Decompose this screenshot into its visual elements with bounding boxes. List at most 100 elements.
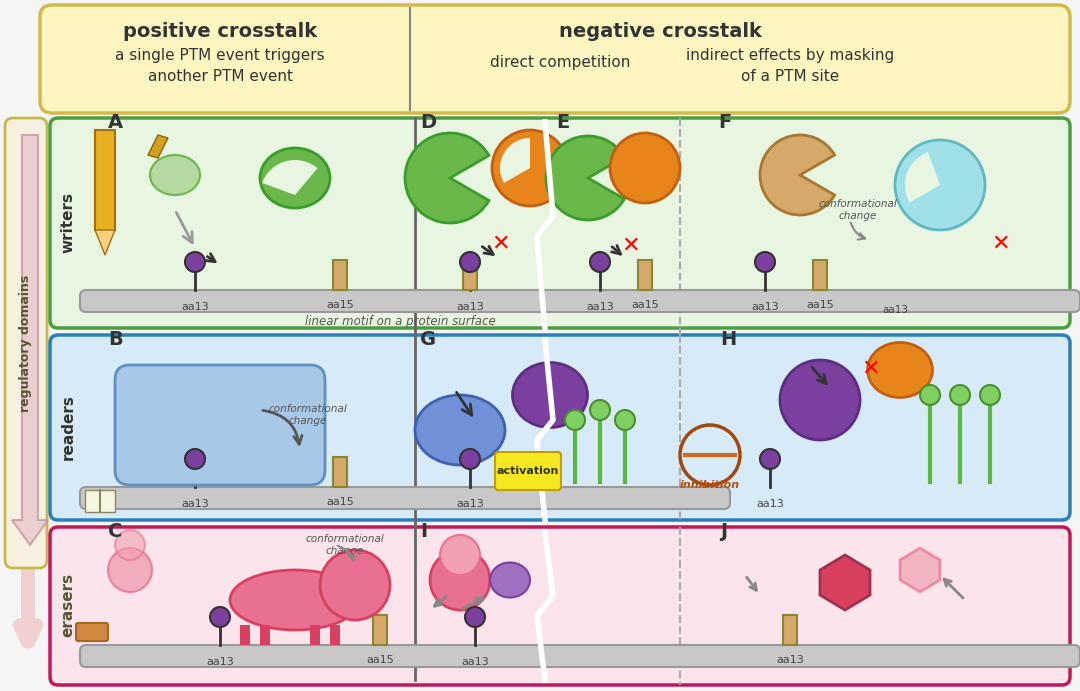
Text: aa13: aa13	[461, 657, 489, 667]
Ellipse shape	[260, 148, 330, 208]
Text: aa15: aa15	[326, 497, 354, 507]
Bar	[373, 615, 387, 645]
Text: aa13: aa13	[456, 302, 484, 312]
Wedge shape	[546, 136, 624, 220]
FancyBboxPatch shape	[80, 645, 1080, 667]
Text: aa13: aa13	[181, 499, 208, 509]
Text: regulatory domains: regulatory domains	[19, 274, 32, 412]
Circle shape	[114, 530, 145, 560]
Circle shape	[950, 385, 970, 405]
FancyBboxPatch shape	[50, 118, 1070, 328]
Wedge shape	[405, 133, 489, 223]
Bar	[310, 625, 320, 645]
Text: activation: activation	[497, 466, 559, 476]
Ellipse shape	[230, 570, 360, 630]
Circle shape	[895, 140, 985, 230]
Ellipse shape	[513, 363, 588, 428]
Wedge shape	[760, 135, 835, 215]
Circle shape	[760, 449, 780, 469]
Bar	[783, 615, 797, 645]
Circle shape	[492, 130, 568, 206]
Circle shape	[780, 360, 860, 440]
Circle shape	[615, 410, 635, 430]
Circle shape	[108, 548, 152, 592]
Text: aa15: aa15	[806, 300, 834, 310]
Polygon shape	[900, 548, 940, 592]
Circle shape	[185, 252, 205, 272]
Circle shape	[460, 449, 480, 469]
Text: aa13: aa13	[456, 499, 484, 509]
Text: indirect effects by masking
of a PTM site: indirect effects by masking of a PTM sit…	[686, 48, 894, 84]
FancyBboxPatch shape	[50, 335, 1070, 520]
Bar	[85, 490, 114, 512]
Text: F: F	[718, 113, 731, 132]
Text: writers: writers	[60, 191, 76, 252]
Circle shape	[320, 550, 390, 620]
Bar	[240, 625, 249, 645]
Wedge shape	[905, 152, 940, 202]
Circle shape	[185, 449, 205, 469]
Text: linear motif on a protein surface: linear motif on a protein surface	[305, 315, 496, 328]
Circle shape	[565, 410, 585, 430]
Ellipse shape	[150, 155, 200, 195]
Text: positive crosstalk: positive crosstalk	[123, 22, 318, 41]
Text: I: I	[420, 522, 427, 541]
Text: direct competition: direct competition	[490, 55, 631, 70]
FancyBboxPatch shape	[114, 365, 325, 485]
FancyBboxPatch shape	[80, 487, 730, 509]
Text: aa13: aa13	[206, 657, 234, 667]
Ellipse shape	[415, 395, 505, 465]
Bar	[333, 260, 347, 290]
Text: conformational
change: conformational change	[819, 199, 897, 221]
Bar	[813, 260, 827, 290]
Text: ✕: ✕	[990, 234, 1010, 254]
Bar	[333, 457, 347, 487]
FancyBboxPatch shape	[495, 452, 561, 490]
Text: aa15: aa15	[631, 300, 659, 310]
FancyBboxPatch shape	[5, 118, 48, 568]
Text: J: J	[720, 522, 727, 541]
Text: conformational
change: conformational change	[269, 404, 348, 426]
Bar	[330, 625, 340, 645]
Text: aa13: aa13	[181, 302, 208, 312]
Circle shape	[755, 252, 775, 272]
Circle shape	[460, 252, 480, 272]
Circle shape	[210, 607, 230, 627]
FancyBboxPatch shape	[76, 623, 108, 641]
FancyBboxPatch shape	[80, 290, 1080, 312]
Circle shape	[610, 133, 680, 203]
Bar	[260, 625, 270, 645]
Wedge shape	[262, 160, 318, 195]
Text: B: B	[108, 330, 123, 349]
Circle shape	[430, 550, 490, 610]
Text: aa13: aa13	[777, 655, 804, 665]
Text: E: E	[556, 113, 569, 132]
Polygon shape	[12, 135, 48, 545]
Text: erasers: erasers	[60, 573, 76, 637]
Text: aa15: aa15	[366, 655, 394, 665]
Text: ✕: ✕	[621, 236, 639, 256]
Text: ✕: ✕	[490, 234, 510, 254]
Text: aa13: aa13	[586, 302, 613, 312]
Text: G: G	[420, 330, 436, 349]
Text: C: C	[108, 522, 122, 541]
Text: inhibition: inhibition	[680, 480, 740, 490]
Circle shape	[465, 607, 485, 627]
Text: H: H	[720, 330, 737, 349]
Text: D: D	[420, 113, 436, 132]
Text: aa13: aa13	[756, 499, 784, 509]
Circle shape	[980, 385, 1000, 405]
Polygon shape	[148, 135, 168, 158]
Circle shape	[590, 400, 610, 420]
Circle shape	[920, 385, 940, 405]
Polygon shape	[95, 130, 114, 240]
Circle shape	[590, 252, 610, 272]
Text: a single PTM event triggers
another PTM event: a single PTM event triggers another PTM …	[116, 48, 325, 84]
Text: A: A	[108, 113, 123, 132]
Bar	[463, 260, 477, 290]
Polygon shape	[820, 555, 870, 610]
FancyBboxPatch shape	[40, 5, 1070, 113]
Ellipse shape	[867, 343, 932, 397]
Text: aa13: aa13	[751, 302, 779, 312]
Wedge shape	[500, 138, 530, 183]
